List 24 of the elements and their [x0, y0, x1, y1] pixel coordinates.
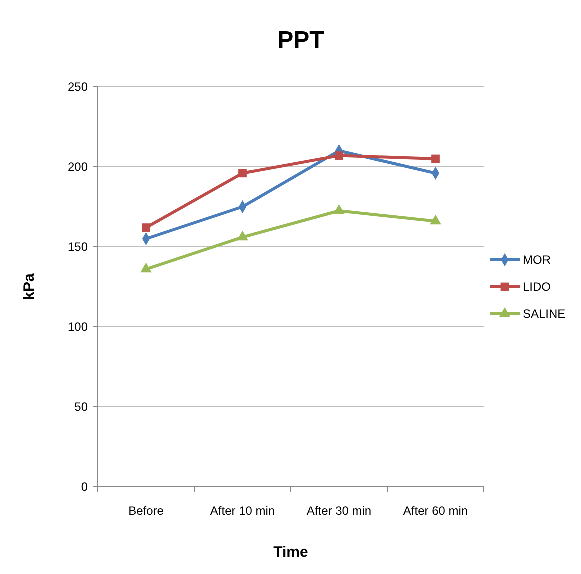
x-tick-label: Before	[128, 504, 164, 518]
y-tick-label: 250	[68, 80, 88, 94]
point	[238, 169, 247, 178]
x-tick-label: After 30 min	[306, 504, 372, 518]
y-tick-label: 200	[68, 160, 88, 174]
legend-label: LIDO	[523, 280, 552, 294]
y-tick-label: 0	[81, 480, 88, 494]
point	[142, 224, 150, 232]
y-tick-label: 150	[68, 240, 88, 254]
point	[140, 262, 152, 273]
legend-label: MOR	[523, 253, 552, 268]
point	[334, 204, 345, 214]
point	[237, 230, 248, 241]
x-tick-label: After 10 min	[210, 504, 276, 518]
point	[430, 214, 442, 225]
chart-title: PPT	[278, 27, 325, 54]
legend-label: SALINE	[523, 307, 566, 322]
x-axis-title: Time	[274, 544, 308, 561]
y-axis-title: kPa	[21, 273, 38, 300]
y-tick-label: 50	[74, 400, 88, 414]
x-tick-label: After 60 min	[403, 504, 468, 518]
point	[432, 154, 440, 164]
y-tick-label: 100	[68, 320, 88, 334]
point	[335, 152, 344, 160]
